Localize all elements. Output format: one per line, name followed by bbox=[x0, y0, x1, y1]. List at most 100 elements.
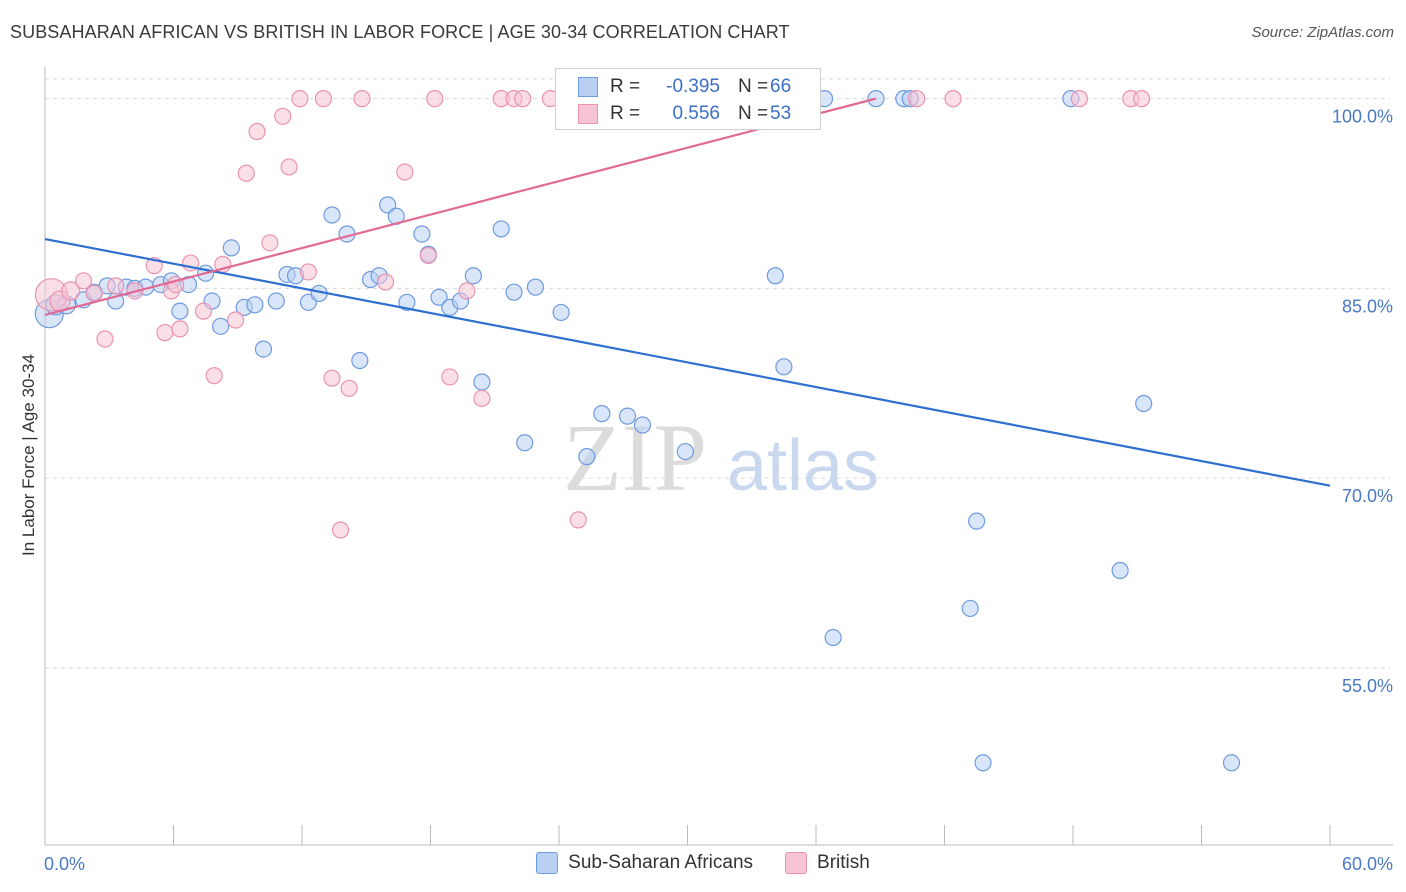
point-british-49 bbox=[944, 90, 962, 108]
point-british-24 bbox=[299, 263, 318, 281]
legend-row-sub-saharan: R = -0.395 N = 66 bbox=[578, 74, 791, 100]
point-sub-saharan-16 bbox=[212, 317, 230, 335]
point-sub-saharan-41 bbox=[492, 220, 510, 238]
point-british-25 bbox=[314, 90, 333, 108]
point-british-35 bbox=[458, 282, 476, 300]
point-sub-saharan-62 bbox=[1222, 754, 1241, 772]
series-swatch-pink bbox=[785, 852, 808, 874]
point-sub-saharan-58 bbox=[968, 512, 986, 530]
series-name-british: British bbox=[817, 852, 870, 873]
source-label: Source: ZipAtlas.com bbox=[1251, 24, 1394, 41]
point-british-48 bbox=[908, 90, 926, 108]
point-sub-saharan-36 bbox=[430, 288, 448, 306]
series-name-sub-saharan: Sub-Saharan Africans bbox=[568, 852, 754, 873]
point-sub-saharan-49 bbox=[633, 416, 652, 434]
point-british-15 bbox=[205, 367, 223, 385]
point-sub-saharan-31 bbox=[379, 196, 397, 214]
point-british-26 bbox=[323, 369, 341, 387]
point-sub-saharan-46 bbox=[578, 448, 596, 466]
point-sub-saharan-51 bbox=[676, 442, 694, 461]
y-tick-label-0: 100.0% bbox=[1332, 107, 1393, 127]
point-british-12 bbox=[171, 320, 189, 338]
point-sub-saharan-48 bbox=[618, 407, 637, 425]
trend-layer bbox=[44, 97, 1331, 487]
point-british-14 bbox=[194, 302, 213, 320]
point-british-41 bbox=[569, 511, 587, 529]
point-sub-saharan-39 bbox=[464, 267, 482, 285]
point-british-22 bbox=[280, 158, 298, 176]
point-british-50 bbox=[1070, 90, 1089, 108]
point-british-23 bbox=[291, 90, 309, 108]
point-sub-saharan-34 bbox=[413, 225, 431, 243]
point-british-36 bbox=[473, 389, 491, 408]
point-british-21 bbox=[274, 107, 292, 125]
point-british-17 bbox=[227, 311, 245, 329]
series-legend: Sub-Saharan Africans British bbox=[0, 852, 1406, 874]
point-sub-saharan-12 bbox=[171, 302, 189, 320]
legend-swatch-blue bbox=[578, 77, 598, 97]
point-british-39 bbox=[513, 90, 532, 108]
y-tick-label-2: 70.0% bbox=[1342, 486, 1393, 506]
legend-r-label: R = bbox=[610, 76, 641, 97]
point-sub-saharan-59 bbox=[974, 754, 992, 772]
point-british-19 bbox=[248, 122, 266, 141]
point-sub-saharan-47 bbox=[593, 405, 611, 423]
point-british-6 bbox=[107, 277, 125, 295]
point-sub-saharan-45 bbox=[552, 303, 570, 322]
legend-swatch-pink bbox=[578, 104, 598, 124]
series-legend-british[interactable]: British bbox=[785, 852, 870, 874]
y-tick-label-1: 85.0% bbox=[1342, 296, 1393, 316]
point-sub-saharan-53 bbox=[775, 358, 793, 376]
point-british-27 bbox=[331, 521, 350, 539]
point-british-31 bbox=[396, 163, 414, 181]
chart-title: SUBSAHARAN AFRICAN VS BRITISH IN LABOR F… bbox=[10, 22, 790, 42]
point-sub-saharan-17 bbox=[222, 239, 240, 257]
legend-n-label: N = bbox=[738, 103, 769, 124]
point-sub-saharan-21 bbox=[267, 292, 285, 310]
point-layer bbox=[34, 90, 1241, 772]
legend-n-value: 66 bbox=[770, 76, 792, 97]
point-british-33 bbox=[426, 90, 444, 108]
point-british-32 bbox=[419, 246, 437, 265]
point-sub-saharan-20 bbox=[254, 340, 273, 358]
trend-line-sub-saharan bbox=[44, 237, 1331, 487]
point-british-20 bbox=[261, 234, 279, 252]
point-sub-saharan-61 bbox=[1135, 394, 1153, 413]
point-british-52 bbox=[1132, 90, 1151, 108]
point-sub-saharan-57 bbox=[961, 599, 979, 618]
legend-n-label: N = bbox=[738, 76, 769, 97]
legend-r-value: 0.556 bbox=[672, 103, 720, 124]
point-sub-saharan-60 bbox=[1111, 561, 1129, 580]
point-sub-saharan-43 bbox=[516, 434, 534, 452]
trend-line-british bbox=[44, 97, 877, 317]
point-british-29 bbox=[353, 90, 371, 108]
legend-row-british: R = 0.556 N = 53 bbox=[578, 101, 791, 127]
point-sub-saharan-52 bbox=[766, 267, 784, 285]
point-british-2 bbox=[61, 281, 81, 301]
point-sub-saharan-26 bbox=[323, 206, 341, 224]
x-tick-label-0: 0.0% bbox=[44, 854, 85, 874]
point-british-3 bbox=[74, 272, 93, 290]
legend-r-value: -0.395 bbox=[666, 76, 720, 97]
point-british-9 bbox=[156, 324, 174, 342]
point-sub-saharan-54 bbox=[824, 628, 842, 647]
point-sub-saharan-40 bbox=[473, 373, 491, 391]
point-british-28 bbox=[340, 379, 358, 397]
stats-legend: R = -0.395 N = 66 R = 0.556 N = 53 bbox=[555, 68, 821, 130]
series-swatch-blue bbox=[536, 852, 559, 874]
series-legend-sub-saharan[interactable]: Sub-Saharan Africans bbox=[536, 852, 753, 874]
point-sub-saharan-19 bbox=[246, 296, 264, 314]
watermark-atlas: atlas bbox=[727, 426, 879, 506]
point-british-30 bbox=[376, 273, 395, 291]
point-british-5 bbox=[96, 330, 114, 348]
axis-layer: 100.0% 85.0% 70.0% 55.0% 0.0% 60.0% bbox=[44, 67, 1393, 874]
point-sub-saharan-28 bbox=[351, 351, 369, 370]
point-british-34 bbox=[441, 368, 459, 386]
y-tick-label-3: 55.0% bbox=[1342, 676, 1393, 696]
x-tick-label-1: 60.0% bbox=[1342, 854, 1393, 874]
legend-n-value: 53 bbox=[770, 103, 792, 124]
point-sub-saharan-44 bbox=[526, 278, 545, 296]
point-sub-saharan-42 bbox=[505, 283, 523, 301]
point-british-18 bbox=[237, 164, 255, 182]
